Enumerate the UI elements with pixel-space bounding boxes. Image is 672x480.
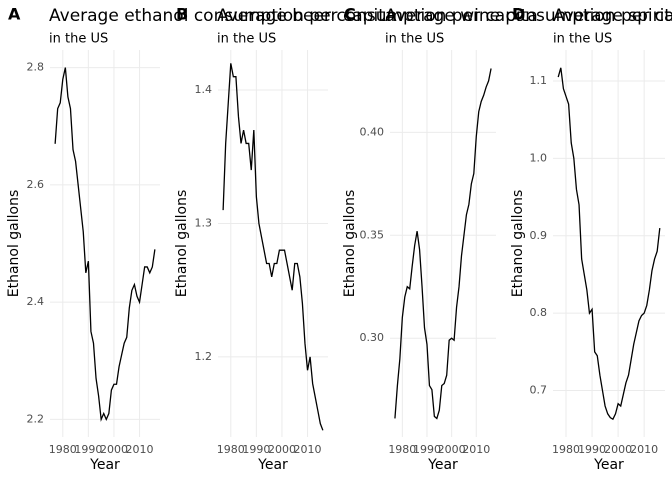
data-line (557, 67, 661, 421)
x-axis-title: Year (593, 457, 624, 473)
chart-title: Average ethanol consumption per capita (49, 6, 395, 26)
x-tick-label: 1980 (552, 443, 580, 456)
x-tick-label: 1990 (413, 443, 441, 456)
x-tick-label: 1990 (578, 443, 606, 456)
y-tick-label: 1.0 (530, 151, 548, 164)
x-tick-label: 2000 (268, 443, 296, 456)
x-tick-label: 2010 (294, 443, 322, 456)
y-tick-label: 2.2 (27, 412, 45, 425)
x-tick-label: 1980 (49, 443, 77, 456)
y-axis-title: Ethanol gallons (174, 190, 190, 298)
y-tick-label: 2.4 (27, 295, 45, 308)
x-tick-label: 1990 (242, 443, 270, 456)
x-axis-title: Year (257, 457, 288, 473)
y-axis-title: Ethanol gallons (510, 190, 526, 298)
x-axis-title: Year (427, 457, 458, 473)
y-tick-label: 1.1 (530, 74, 548, 87)
x-axis-title: Year (89, 457, 120, 473)
x-tick-label: 2010 (630, 443, 658, 456)
chart-subtitle: in the US (217, 32, 276, 47)
y-tick-label: 0.30 (360, 331, 385, 344)
data-line (222, 63, 324, 431)
y-tick-label: 1.2 (195, 350, 213, 363)
x-tick-label: 1990 (74, 443, 102, 456)
y-axis-title: Ethanol gallons (342, 190, 358, 298)
y-tick-label: 2.6 (27, 178, 45, 191)
y-tick-label: 0.9 (530, 229, 548, 242)
chart-title: Average spirits consumption per capita (553, 6, 672, 26)
y-tick-label: 0.7 (530, 384, 548, 397)
data-line (394, 68, 492, 420)
chart-subtitle: in the US (385, 32, 444, 47)
panel-tag: C (344, 5, 356, 24)
x-tick-label: 2010 (126, 443, 154, 456)
y-axis-title: Ethanol gallons (6, 190, 22, 298)
panel-tag: B (176, 5, 188, 24)
y-tick-label: 0.8 (530, 306, 548, 319)
x-tick-label: 2000 (438, 443, 466, 456)
x-tick-label: 1980 (388, 443, 416, 456)
chart-subtitle: in the US (49, 32, 108, 47)
y-tick-label: 1.4 (195, 83, 213, 96)
chart-subtitle: in the US (553, 32, 612, 47)
chart-title: Average beer consumption per capita (217, 6, 538, 26)
x-tick-label: 2000 (100, 443, 128, 456)
x-tick-label: 2010 (462, 443, 490, 456)
y-tick-label: 0.40 (360, 125, 385, 138)
x-tick-label: 2000 (604, 443, 632, 456)
panel-tag: D (512, 5, 525, 24)
x-tick-label: 1980 (217, 443, 245, 456)
y-tick-label: 2.8 (27, 61, 45, 74)
y-tick-label: 0.35 (360, 228, 385, 241)
chart-title: Average wine consumption per capita (385, 6, 672, 26)
y-tick-label: 1.3 (195, 216, 213, 229)
data-line (54, 67, 156, 422)
panel-tag: A (8, 5, 21, 24)
